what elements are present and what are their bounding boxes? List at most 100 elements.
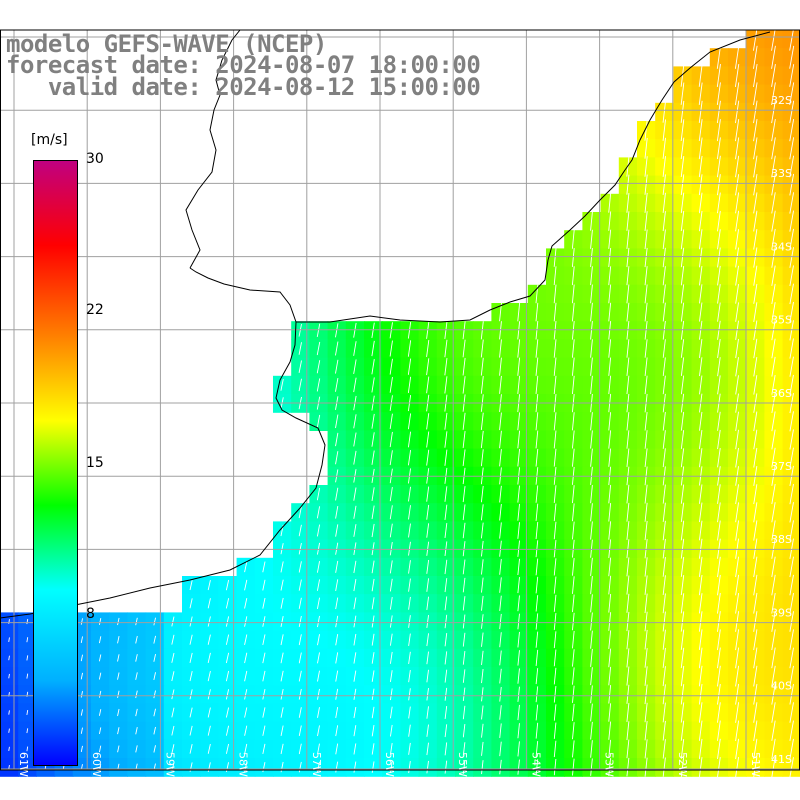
wind-arrow (662, 375, 666, 395)
wind-arrow (789, 429, 794, 450)
wind-arrow (572, 630, 575, 649)
wind-arrow (608, 247, 612, 268)
wind-arrow (444, 706, 448, 719)
wind-arrow (426, 376, 430, 394)
wind-arrow (481, 760, 484, 775)
wind-arrow (553, 722, 557, 739)
wind-arrow (353, 725, 357, 737)
wind-arrow (662, 538, 666, 559)
wind-arrow (280, 634, 284, 646)
wind-arrow (8, 637, 10, 643)
wind-arrow (753, 429, 758, 450)
wind-arrow (280, 543, 284, 555)
wind-arrow (389, 377, 393, 393)
wind-arrow (426, 449, 430, 466)
wind-arrow (480, 339, 484, 358)
wind-arrow (444, 449, 448, 466)
wind-arrow (353, 670, 357, 682)
wind-arrow (335, 634, 339, 646)
wind-arrow (753, 356, 758, 377)
wind-arrow (644, 666, 648, 686)
wind-arrow (353, 432, 357, 447)
wind-arrow (426, 669, 429, 683)
wind-arrow (572, 703, 575, 722)
wind-arrow (553, 576, 557, 594)
wind-arrow (644, 757, 648, 777)
wind-arrow (316, 378, 321, 392)
wind-arrow (444, 760, 448, 774)
wind-arrow (626, 721, 630, 741)
wind-arrow (735, 665, 740, 687)
wind-arrow (680, 155, 685, 178)
wind-arrow (553, 284, 557, 304)
wind-arrow (608, 357, 612, 376)
wind-arrow (553, 667, 557, 685)
wind-arrow (535, 485, 539, 503)
wind-arrow (499, 668, 502, 684)
wind-arrow (789, 338, 794, 359)
wind-arrow (171, 616, 175, 627)
wind-arrow (626, 739, 630, 759)
wind-arrow (717, 611, 721, 632)
wind-arrow (98, 618, 102, 625)
wind-arrow (389, 743, 393, 755)
wind-arrow (698, 757, 703, 778)
wind-arrow (572, 722, 575, 740)
wind-arrow (699, 429, 703, 450)
wind-arrow (572, 612, 575, 631)
wind-arrow (480, 449, 484, 467)
wind-arrow (317, 597, 320, 609)
wind-arrow (517, 686, 520, 702)
wind-arrow (662, 247, 666, 268)
wind-arrow (680, 100, 685, 123)
wind-arrow (680, 629, 685, 650)
wind-arrow (517, 595, 520, 612)
wind-arrow (117, 672, 120, 680)
colorbar-unit-label: [m/s] (31, 132, 68, 148)
wind-arrow (553, 558, 557, 576)
wind-arrow (535, 759, 539, 775)
wind-arrow (280, 688, 284, 700)
wind-arrow (262, 579, 266, 591)
wind-arrow (735, 357, 739, 377)
wind-arrow (462, 412, 466, 430)
wind-arrow (553, 631, 557, 649)
graticule (0, 30, 800, 770)
longitude-label: 59W (163, 752, 176, 777)
wind-arrow (480, 522, 484, 539)
wind-arrow (117, 708, 120, 717)
wind-arrow (789, 64, 795, 87)
wind-arrow (789, 647, 794, 669)
wind-arrow (608, 521, 612, 540)
wind-arrow (298, 506, 302, 519)
wind-arrow (771, 447, 776, 468)
wind-arrow (408, 523, 411, 538)
wind-arrow (699, 339, 703, 358)
wind-arrow (535, 357, 539, 376)
longitude-label: 53W (603, 752, 616, 777)
wind-arrow (735, 757, 740, 778)
wind-arrow (680, 665, 685, 687)
wind-arrow (408, 541, 411, 556)
wind-arrow (335, 432, 339, 447)
wind-arrow (753, 520, 758, 541)
wind-arrow (553, 503, 557, 522)
wind-arrows (8, 27, 795, 778)
wind-arrow (317, 743, 320, 755)
wind-arrow (371, 578, 375, 592)
wind-arrow (335, 652, 339, 664)
wind-arrow (735, 502, 740, 523)
wind-arrow (735, 447, 739, 468)
wind-arrow (571, 448, 575, 467)
wind-arrow (735, 429, 739, 450)
wind-arrow (734, 82, 740, 106)
wind-arrow (207, 725, 211, 736)
wind-arrow (371, 706, 375, 719)
wind-arrow (699, 448, 703, 468)
wind-arrow (517, 339, 521, 358)
colorbar-tick-30: 30 (86, 151, 104, 167)
wind-arrow (171, 707, 175, 718)
wind-arrow (644, 702, 648, 723)
wind-arrow (207, 689, 211, 700)
wind-arrow (771, 538, 776, 559)
